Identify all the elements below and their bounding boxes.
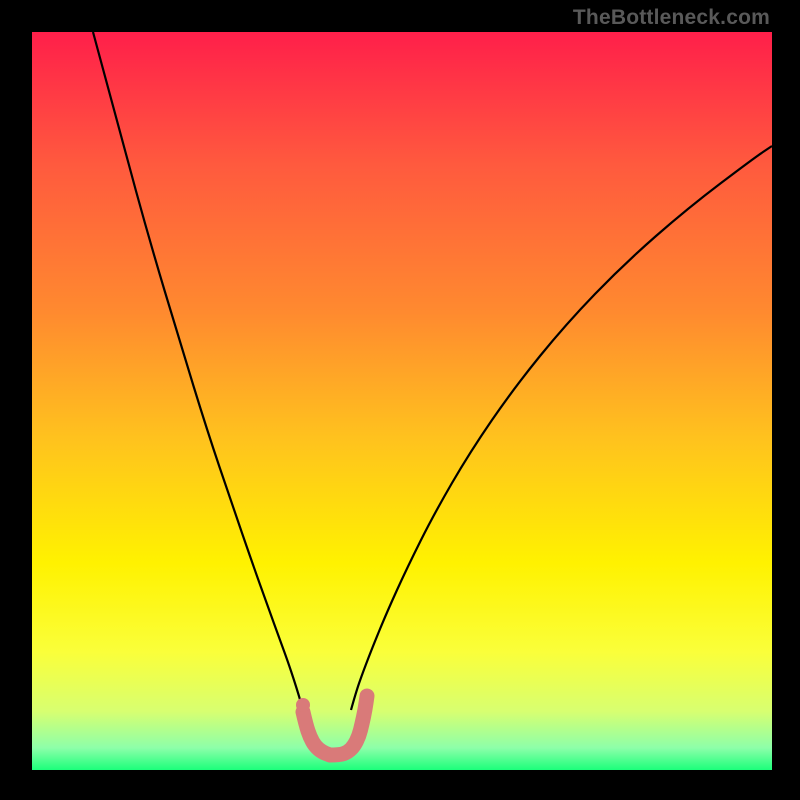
marker-dot xyxy=(296,698,310,712)
watermark-text: TheBottleneck.com xyxy=(573,6,770,30)
chart-frame: TheBottleneck.com xyxy=(0,0,800,800)
marker-left-seg xyxy=(303,712,330,755)
curve-group xyxy=(93,32,772,755)
curve-layer xyxy=(0,0,800,800)
curve-right-branch xyxy=(351,146,772,710)
marker-right-seg xyxy=(330,696,367,755)
curve-left-branch xyxy=(93,32,303,710)
